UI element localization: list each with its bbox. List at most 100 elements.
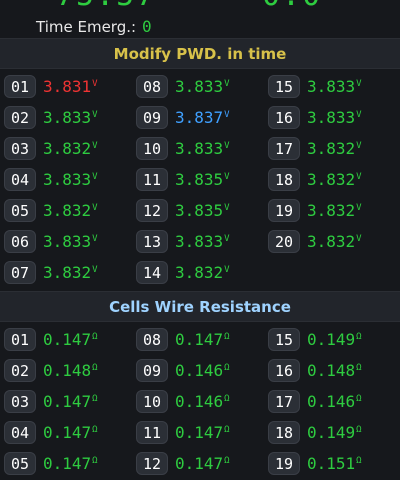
cell-number-badge: 06 [4,230,36,253]
cell-value: 3.832V [307,139,362,158]
cell-number-badge: 11 [136,421,168,444]
voltage-cell-16: 16 3.833V [268,103,362,132]
cell-value: 3.832V [307,232,362,251]
cell-value-unit: V [356,202,362,213]
cell-value: 0.147Ω [43,454,98,473]
cell-value: 0.146Ω [175,392,230,411]
cell-number-badge: 09 [136,106,168,129]
cell-value-number: 3.833 [307,77,356,96]
cell-value: 3.832V [307,170,362,189]
cell-value: 3.833V [307,108,362,127]
cell-number-badge: 17 [268,137,300,160]
cell-value: 3.832V [175,263,230,282]
cell-value: 3.832V [43,201,98,220]
cell-value-number: 3.832 [43,263,92,282]
resistance-cell-04: 04 0.147Ω [4,418,98,447]
cell-value-unit: Ω [92,455,98,466]
resistance-cell-03: 03 0.147Ω [4,387,98,416]
cell-value: 3.835V [175,201,230,220]
cell-number-badge: 12 [136,199,168,222]
voltage-cell-05: 05 3.832V [4,196,98,225]
cell-value-number: 0.147 [43,454,92,473]
cell-value-number: 0.149 [307,330,356,349]
cell-value-number: 3.835 [175,201,224,220]
cell-value-number: 3.832 [307,139,356,158]
cell-value-number: 3.833 [175,139,224,158]
cell-value: 3.833V [43,170,98,189]
voltage-cell-07: 07 3.832V [4,258,98,287]
cell-value: 3.837V [175,108,230,127]
resistance-cell-01: 01 0.147Ω [4,325,98,354]
cell-value-number: 3.833 [43,170,92,189]
cell-value-unit: Ω [356,455,362,466]
cell-value-unit: Ω [224,424,230,435]
cell-value-number: 0.151 [307,454,356,473]
voltage-cell-09: 09 3.837V [136,103,230,132]
voltage-cell-19: 19 3.832V [268,196,362,225]
cell-number-badge: 04 [4,421,36,444]
cell-number-badge: 17 [268,390,300,413]
resistance-cell-05: 05 0.147Ω [4,449,98,478]
cell-value: 0.147Ω [43,330,98,349]
cell-value-number: 3.835 [175,170,224,189]
voltage-cell-14: 14 3.832V [136,258,230,287]
cell-number-badge: 04 [4,168,36,191]
cell-value-unit: V [224,109,230,120]
voltage-cell-12: 12 3.835V [136,196,230,225]
cell-value-unit: Ω [224,393,230,404]
cell-number-badge: 12 [136,452,168,475]
resistance-cell-12: 12 0.147Ω [136,449,230,478]
cell-value: 0.147Ω [175,454,230,473]
cell-value: 0.146Ω [175,361,230,380]
cell-value: 3.835V [175,170,230,189]
resistance-cell-19: 19 0.151Ω [268,449,362,478]
cell-value-unit: V [92,264,98,275]
cell-value-number: 3.833 [43,232,92,251]
total-voltage-readout: 75.57 [56,0,156,13]
cell-value: 0.151Ω [307,454,362,473]
cell-value: 3.832V [307,201,362,220]
cell-value-number: 0.146 [307,392,356,411]
cell-value-number: 0.146 [175,392,224,411]
cell-number-badge: 03 [4,390,36,413]
cell-number-badge: 05 [4,199,36,222]
cell-value-number: 0.147 [175,454,224,473]
cell-value-unit: V [356,109,362,120]
voltage-cell-10: 10 3.833V [136,134,230,163]
cell-value-unit: V [356,233,362,244]
voltage-cell-11: 11 3.835V [136,165,230,194]
voltage-cell-13: 13 3.833V [136,227,230,256]
cell-number-badge: 10 [136,137,168,160]
cell-value-number: 0.148 [307,361,356,380]
voltage-cell-08: 08 3.833V [136,72,230,101]
cell-value: 0.147Ω [175,330,230,349]
voltage-cell-15: 15 3.833V [268,72,362,101]
cell-value: 3.833V [307,77,362,96]
cell-value-number: 3.832 [307,201,356,220]
cell-value-unit: V [356,78,362,89]
cell-value: 3.833V [175,232,230,251]
cell-value-unit: Ω [356,424,362,435]
time-emergency-value: 0 [142,17,152,36]
cell-value-number: 0.149 [307,423,356,442]
cell-number-badge: 16 [268,106,300,129]
cell-value-unit: Ω [224,362,230,373]
cell-number-badge: 02 [4,359,36,382]
cell-value-number: 0.148 [43,361,92,380]
cell-value-number: 3.833 [43,108,92,127]
cell-value-unit: V [224,171,230,182]
current-readout: 0.0 [262,0,322,13]
cell-value-unit: V [224,202,230,213]
cell-value: 0.146Ω [307,392,362,411]
cell-value-number: 3.832 [307,232,356,251]
resistance-cell-08: 08 0.147Ω [136,325,230,354]
cell-number-badge: 13 [136,230,168,253]
voltage-cell-20: 20 3.832V [268,227,362,256]
cell-value: 0.147Ω [43,423,98,442]
cell-value-number: 3.832 [175,263,224,282]
voltage-cell-02: 02 3.833V [4,103,98,132]
resistance-cell-15: 15 0.149Ω [268,325,362,354]
cell-number-badge: 01 [4,75,36,98]
cell-value-unit: V [92,202,98,213]
cell-value: 0.149Ω [307,423,362,442]
